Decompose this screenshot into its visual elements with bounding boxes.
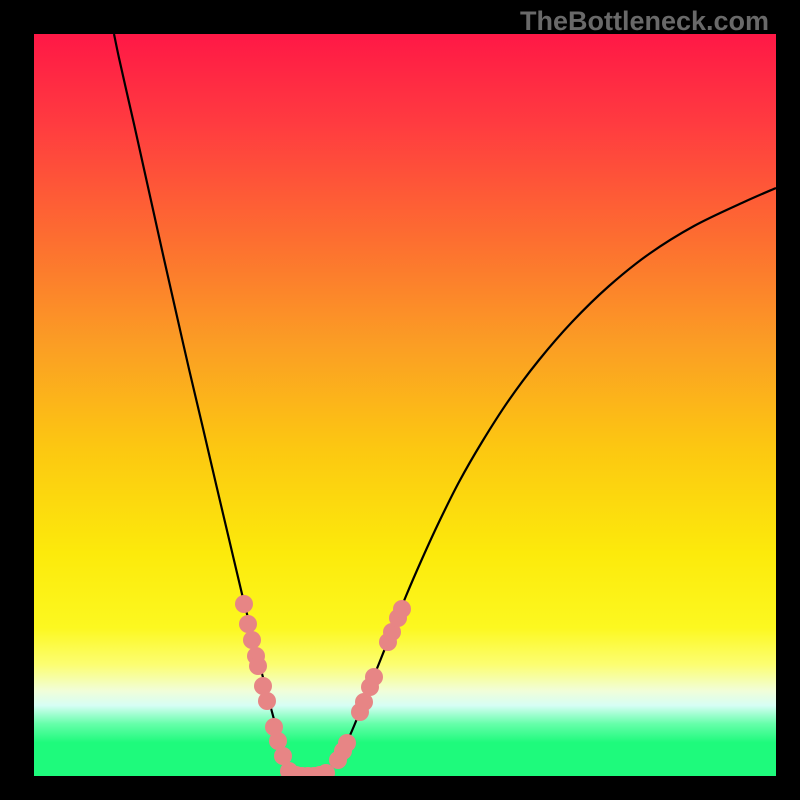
data-marker bbox=[365, 668, 383, 686]
data-marker bbox=[243, 631, 261, 649]
data-marker bbox=[249, 657, 267, 675]
markers-layer bbox=[0, 0, 800, 800]
data-marker bbox=[239, 615, 257, 633]
watermark-text: TheBottleneck.com bbox=[520, 6, 769, 37]
data-marker bbox=[338, 734, 356, 752]
chart-container: TheBottleneck.com bbox=[0, 0, 800, 800]
data-marker bbox=[258, 692, 276, 710]
data-marker bbox=[235, 595, 253, 613]
data-marker bbox=[393, 600, 411, 618]
